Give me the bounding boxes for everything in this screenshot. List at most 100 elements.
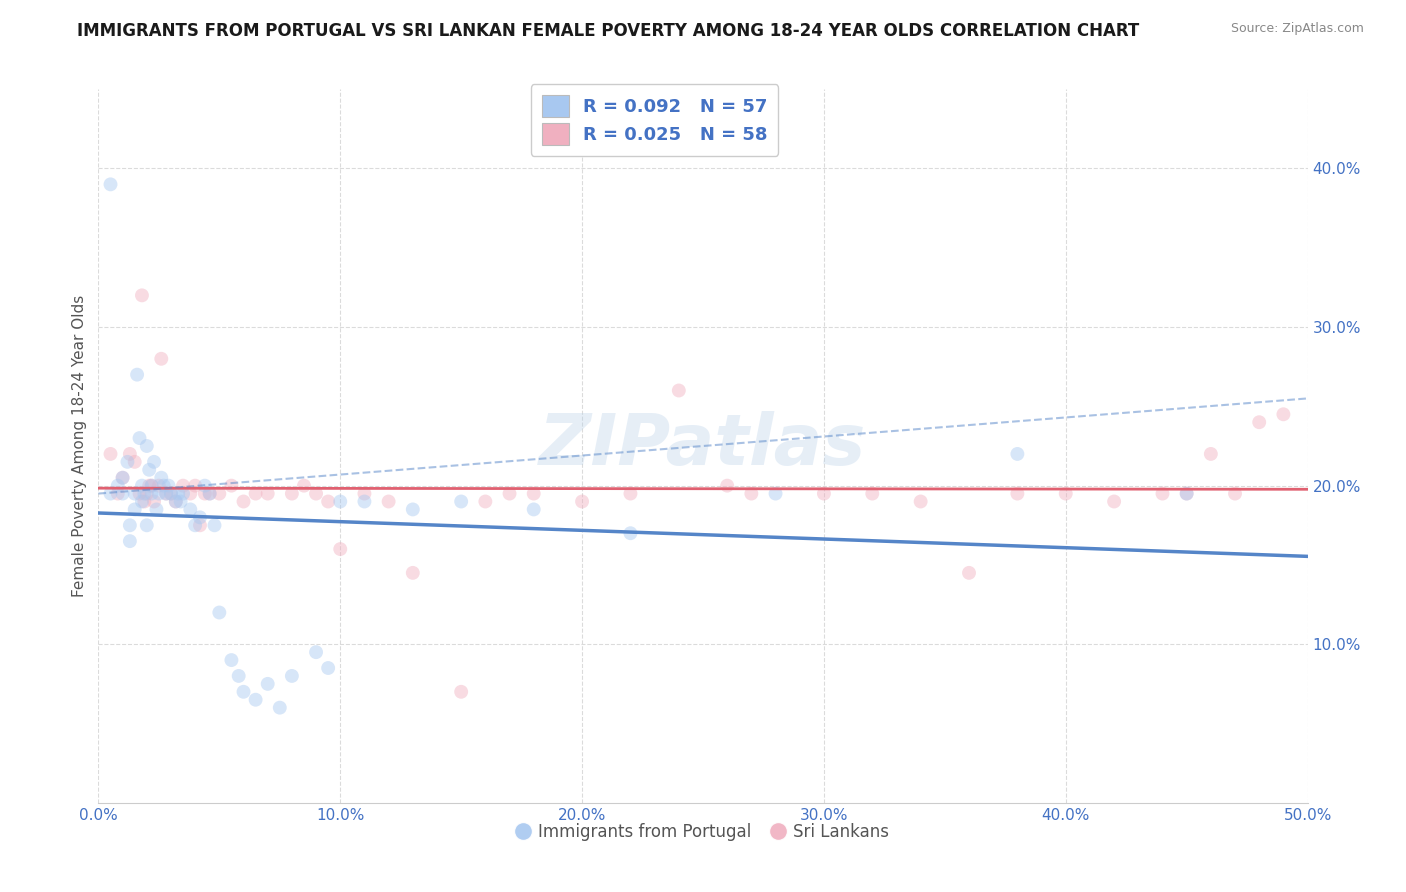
Point [208,606,231,620]
Point [232,685,254,699]
Point [165,494,187,508]
Point [765,486,787,500]
Point [124,486,146,500]
Point [329,494,352,508]
Point [141,486,163,500]
Point [1249,415,1271,429]
Point [124,502,146,516]
Point [740,486,762,500]
Point [316,661,339,675]
Point [117,455,139,469]
Point [128,431,150,445]
Point [160,486,183,500]
Text: ZIPatlas: ZIPatlas [540,411,866,481]
Point [813,486,835,500]
Point [111,471,134,485]
Point [135,439,157,453]
Point [329,542,352,557]
Text: Source: ZipAtlas.com: Source: ZipAtlas.com [1230,22,1364,36]
Point [157,478,180,492]
Point [269,700,291,714]
Point [1175,486,1198,500]
Point [1152,486,1174,500]
Point [198,486,221,500]
Point [1054,486,1077,500]
Point [150,471,173,485]
Point [204,518,226,533]
Legend: Immigrants from Portugal, Sri Lankans: Immigrants from Portugal, Sri Lankans [510,817,896,848]
Point [111,486,134,500]
Point [143,455,166,469]
Point [1272,407,1295,421]
Point [127,368,149,382]
Point [305,486,328,500]
Point [198,486,221,500]
Point [523,502,546,516]
Point [188,518,211,533]
Point [256,486,278,500]
Point [450,685,472,699]
Point [131,494,153,508]
Point [100,178,122,192]
Point [150,351,173,366]
Point [619,486,641,500]
Point [208,486,231,500]
Point [148,478,170,492]
Point [402,566,425,580]
Point [167,486,190,500]
Point [1007,447,1029,461]
Point [172,486,194,500]
Point [152,478,174,492]
Point [668,384,690,398]
Point [184,478,207,492]
Point [957,566,980,580]
Point [221,478,243,492]
Point [228,669,250,683]
Point [107,478,129,492]
Point [316,494,339,508]
Point [716,478,738,492]
Point [256,677,278,691]
Point [619,526,641,541]
Point [179,502,201,516]
Point [100,447,122,461]
Point [245,692,267,706]
Point [1175,486,1198,500]
Point [571,494,593,508]
Point [188,510,211,524]
Point [498,486,520,500]
Point [124,455,146,469]
Point [402,502,425,516]
Point [353,486,375,500]
Point [281,669,304,683]
Point [118,447,141,461]
Point [100,486,122,500]
Point [281,486,304,500]
Point [135,518,157,533]
Point [165,494,187,508]
Point [134,486,156,500]
Point [172,478,194,492]
Point [169,494,191,508]
Point [1199,447,1222,461]
Point [194,478,217,492]
Point [353,494,375,508]
Point [155,486,177,500]
Point [860,486,883,500]
Point [118,534,141,549]
Point [145,502,167,516]
Point [184,518,207,533]
Text: IMMIGRANTS FROM PORTUGAL VS SRI LANKAN FEMALE POVERTY AMONG 18-24 YEAR OLDS CORR: IMMIGRANTS FROM PORTUGAL VS SRI LANKAN F… [77,22,1140,40]
Point [1007,486,1029,500]
Point [292,478,315,492]
Point [155,486,177,500]
Point [305,645,328,659]
Point [910,494,932,508]
Point [179,486,201,500]
Point [245,486,267,500]
Point [138,463,160,477]
Point [232,494,254,508]
Point [523,486,546,500]
Point [107,486,129,500]
Point [160,486,183,500]
